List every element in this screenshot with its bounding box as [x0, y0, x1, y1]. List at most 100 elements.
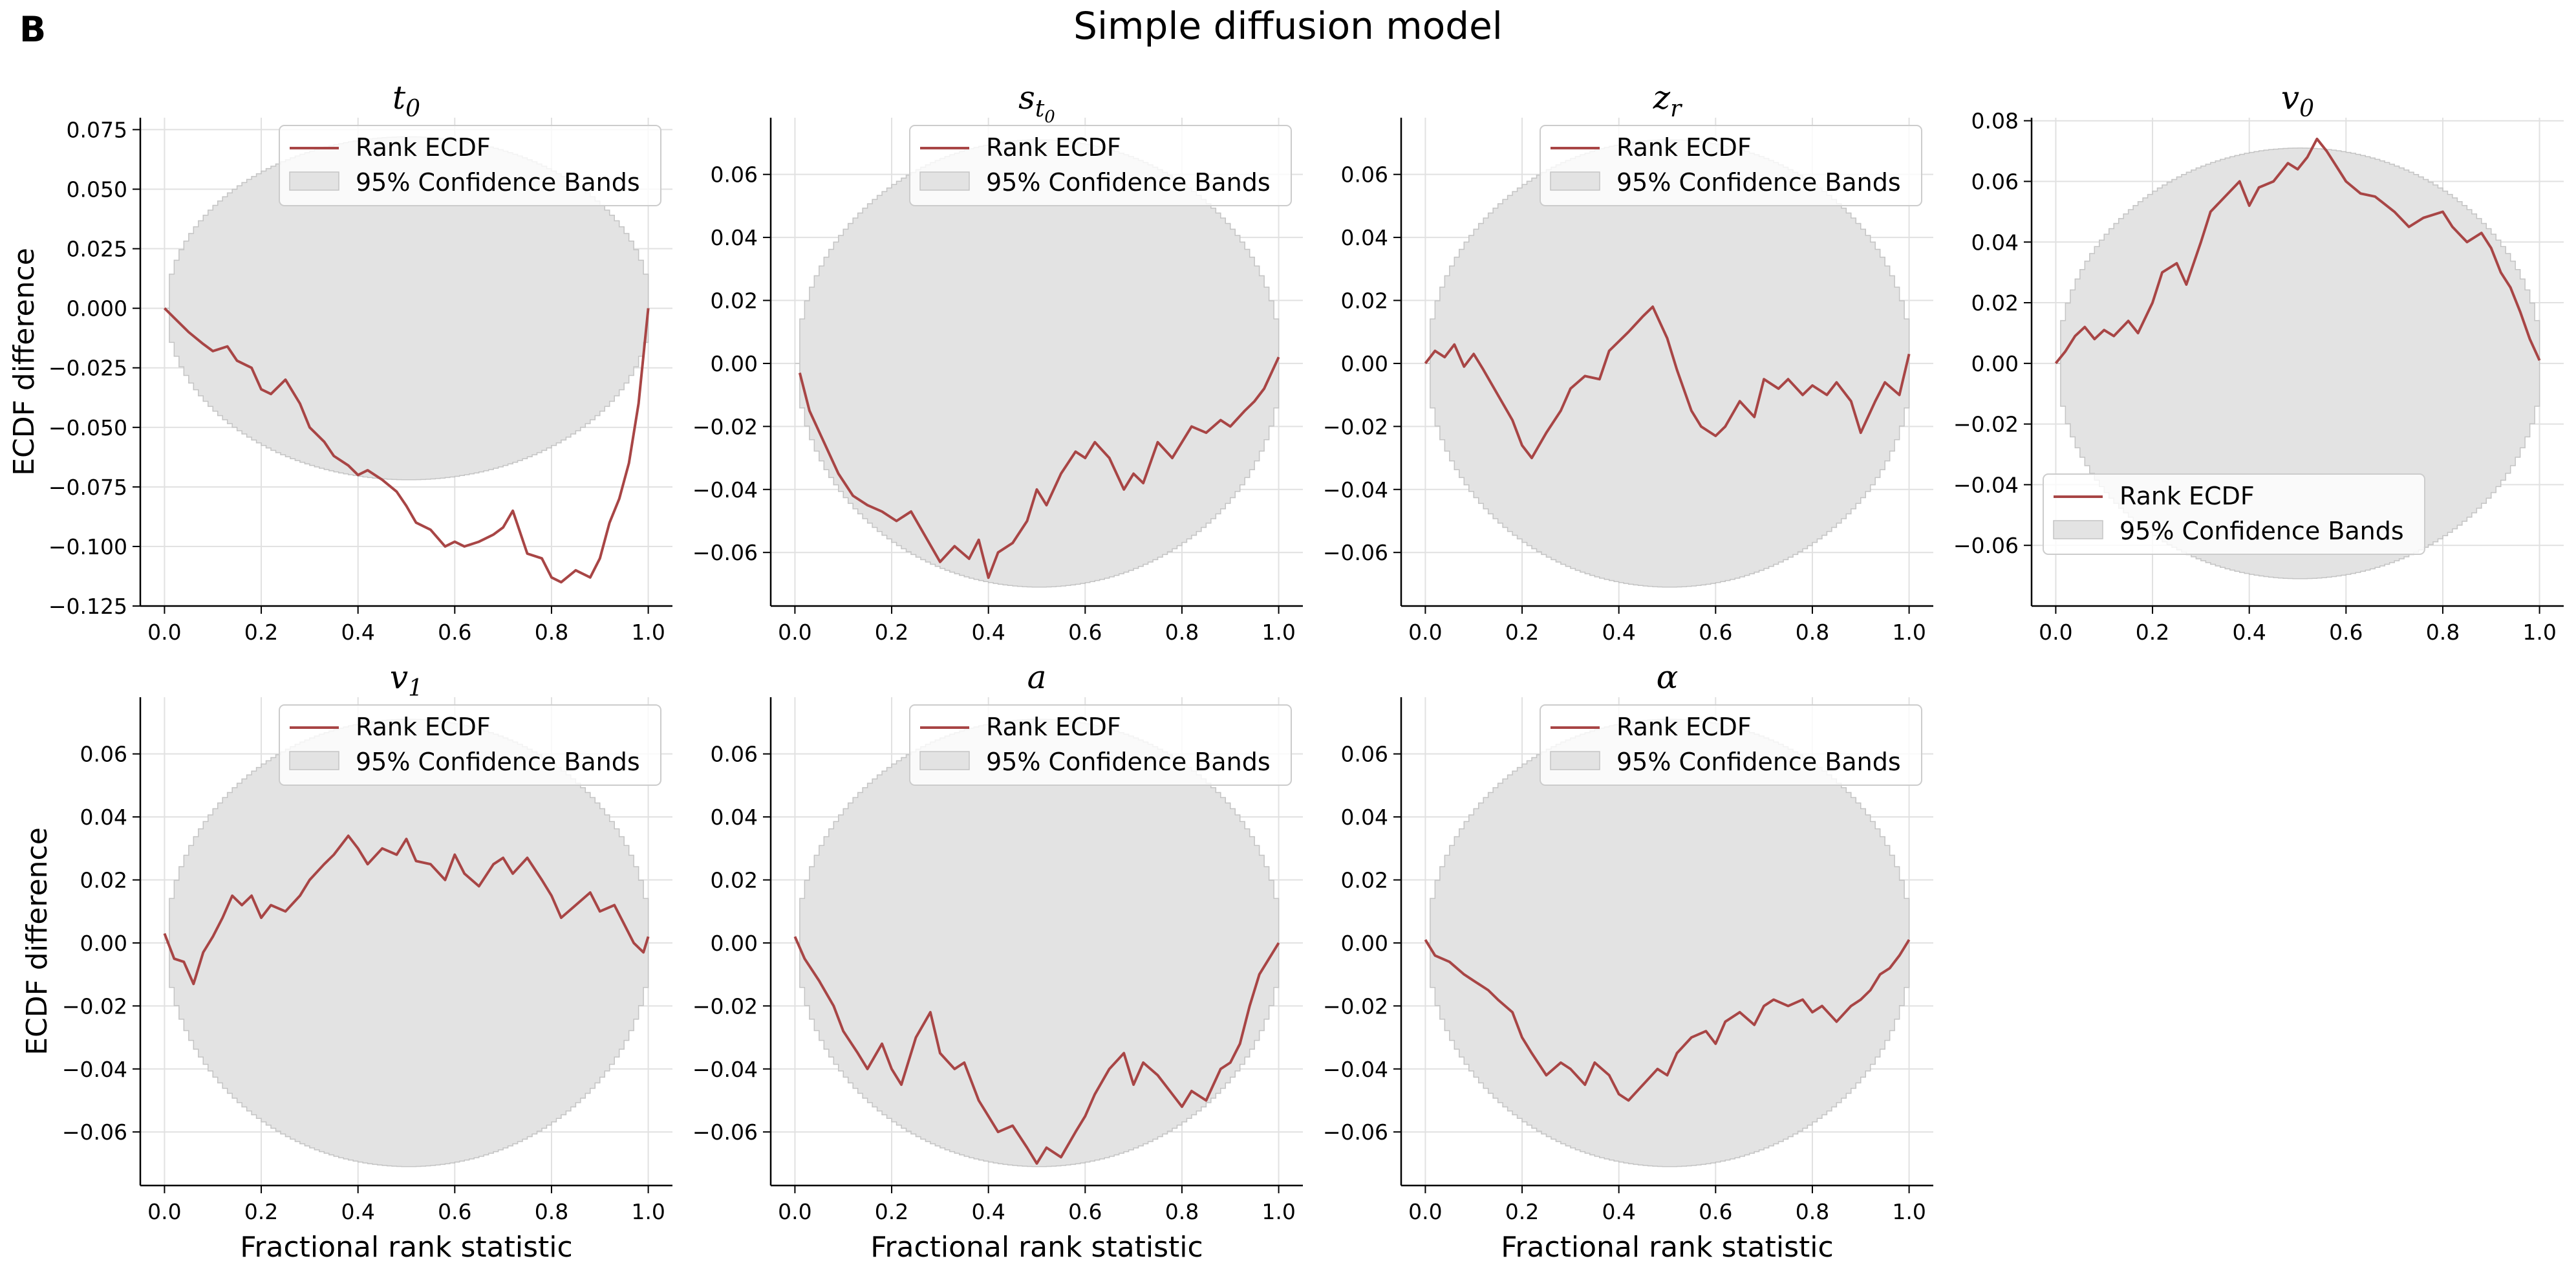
legend: Rank ECDF 95% Confidence Bands — [909, 704, 1292, 786]
y-tick-label: −0.04 — [692, 477, 758, 503]
subplot-5: 0.0 0.2 0.4 0.6 0.8 1.0 0.06 0.04 0.02 0.00 −0.02 −… — [21, 658, 672, 1264]
legend-frame — [2043, 473, 2425, 555]
rank-ecdf-line — [798, 356, 1280, 579]
x-tick-label: 0.2 — [875, 620, 908, 645]
legend-entry-rank-ecdf: Rank ECDF — [1616, 133, 1752, 162]
y-tick-label: −0.06 — [692, 1120, 758, 1145]
y-tick-label: 0.06 — [1971, 169, 2019, 194]
legend-frame — [909, 125, 1292, 206]
y-tick-label: −0.02 — [1323, 414, 1388, 439]
legend-frame — [909, 704, 1292, 786]
legend: Rank ECDF 95% Confidence Bands — [1540, 704, 1922, 786]
y-tick-label: −0.02 — [62, 993, 127, 1019]
figure-title: Simple diffusion model — [1073, 4, 1503, 48]
y-tick-label: 0.00 — [1341, 931, 1388, 956]
confidence-band — [2055, 147, 2540, 579]
subplot-title: zr — [1653, 79, 1682, 122]
legend-entry-confidence-bands: 95% Confidence Bands — [356, 748, 640, 776]
y-tick-label: 0.04 — [1971, 230, 2019, 255]
y-tick-label: −0.04 — [62, 1057, 127, 1082]
subplot-7: 0.0 0.2 0.4 0.6 0.8 1.0 0.06 0.04 0.02 0.00 −0.02 −… — [1323, 658, 1933, 1264]
legend: Rank ECDF 95% Confidence Bands — [279, 704, 661, 786]
x-tick-label: 0.0 — [147, 620, 181, 645]
x-tick-label: 0.4 — [1602, 620, 1635, 645]
x-tick-label: 1.0 — [1261, 1199, 1295, 1224]
confidence-band — [1425, 139, 1910, 588]
y-tick-label: −0.04 — [1323, 477, 1388, 503]
y-tick-label: −0.025 — [48, 356, 127, 381]
y-tick-label: −0.06 — [62, 1120, 127, 1145]
y-axis-label: ECDF difference — [8, 248, 41, 476]
y-tick-label: −0.100 — [48, 534, 127, 559]
y-tick-label: −0.06 — [692, 540, 758, 565]
x-tick-label: 0.8 — [535, 620, 568, 645]
subplot-title: α — [1657, 658, 1679, 696]
x-tick-label: 0.6 — [2329, 620, 2363, 645]
legend-frame — [1540, 704, 1922, 786]
y-tick-label: 0.02 — [711, 868, 758, 893]
legend-entry-rank-ecdf: Rank ECDF — [356, 713, 491, 741]
x-tick-label: 0.8 — [1165, 1199, 1199, 1224]
subplot-4: 0.0 0.2 0.4 0.6 0.8 1.0 0.08 0.06 0.04 0.02 0.00 −0… — [1953, 79, 2564, 645]
subplot-title: t0 — [392, 79, 420, 122]
rank-ecdf-line — [1424, 305, 1911, 460]
legend-entry-confidence-bands: 95% Confidence Bands — [986, 168, 1271, 197]
legend-band-swatch — [1550, 171, 1600, 191]
legend: Rank ECDF 95% Confidence Bands — [2043, 473, 2425, 555]
y-tick-label: −0.06 — [1323, 1120, 1388, 1145]
x-tick-label: 0.2 — [875, 1199, 908, 1224]
rank-ecdf-line — [2054, 137, 2541, 365]
legend-band-swatch — [919, 171, 970, 191]
legend-band-swatch — [919, 751, 970, 770]
y-tick-label: 0.075 — [67, 117, 127, 142]
legend-band-swatch — [1550, 751, 1600, 770]
legend-band-swatch — [289, 751, 339, 770]
subplot-title: a — [1027, 658, 1047, 696]
x-tick-label: 1.0 — [1261, 620, 1295, 645]
x-tick-label: 0.0 — [147, 1199, 181, 1224]
x-tick-label: 0.8 — [535, 1199, 568, 1224]
y-tick-label: −0.06 — [1953, 533, 2019, 558]
x-tick-label: 0.6 — [1068, 1199, 1102, 1224]
legend-entry-rank-ecdf: Rank ECDF — [356, 133, 491, 162]
y-tick-label: −0.125 — [48, 594, 127, 619]
y-tick-label: 0.04 — [711, 805, 758, 830]
x-tick-label: 0.4 — [971, 1199, 1005, 1224]
subplot-3: 0.0 0.2 0.4 0.6 0.8 1.0 0.06 0.04 0.02 0.00 −0.02 −… — [1323, 79, 1933, 645]
legend-band-swatch — [2053, 520, 2103, 539]
y-tick-label: 0.02 — [1971, 290, 2019, 316]
subplot-title: v1 — [390, 658, 423, 702]
legend-entry-rank-ecdf: Rank ECDF — [986, 133, 1121, 162]
x-tick-label: 1.0 — [1892, 620, 1926, 645]
x-axis-label: Fractional rank statistic — [240, 1231, 572, 1264]
legend-entry-rank-ecdf: Rank ECDF — [2120, 482, 2255, 510]
legend-frame — [1540, 125, 1922, 206]
x-tick-label: 0.0 — [1408, 1199, 1442, 1224]
x-tick-label: 0.6 — [438, 620, 471, 645]
y-tick-label: 0.050 — [67, 177, 127, 202]
y-tick-label: 0.04 — [80, 805, 127, 830]
legend-frame — [279, 704, 661, 786]
x-tick-label: 1.0 — [1892, 1199, 1926, 1224]
y-tick-label: −0.06 — [1323, 540, 1388, 565]
x-tick-label: 0.2 — [1505, 1199, 1539, 1224]
y-tick-label: 0.00 — [711, 351, 758, 376]
y-tick-label: 0.08 — [1971, 109, 2019, 134]
x-tick-label: 0.6 — [1699, 1199, 1732, 1224]
y-tick-label: 0.00 — [711, 931, 758, 956]
rank-ecdf-line — [1424, 939, 1911, 1102]
y-tick-label: 0.06 — [711, 162, 758, 188]
x-tick-label: 0.6 — [1068, 620, 1102, 645]
y-tick-label: −0.04 — [1953, 472, 2019, 497]
x-tick-label: 0.8 — [1796, 1199, 1829, 1224]
x-tick-label: 0.4 — [341, 1199, 374, 1224]
confidence-band — [1425, 719, 1910, 1167]
x-tick-label: 0.2 — [244, 620, 278, 645]
y-tick-label: −0.04 — [1323, 1057, 1388, 1082]
x-tick-label: 0.4 — [971, 620, 1005, 645]
y-tick-label: −0.02 — [692, 993, 758, 1019]
y-tick-label: −0.02 — [692, 414, 758, 439]
y-tick-label: 0.02 — [1341, 868, 1388, 893]
y-tick-label: 0.025 — [67, 237, 127, 262]
